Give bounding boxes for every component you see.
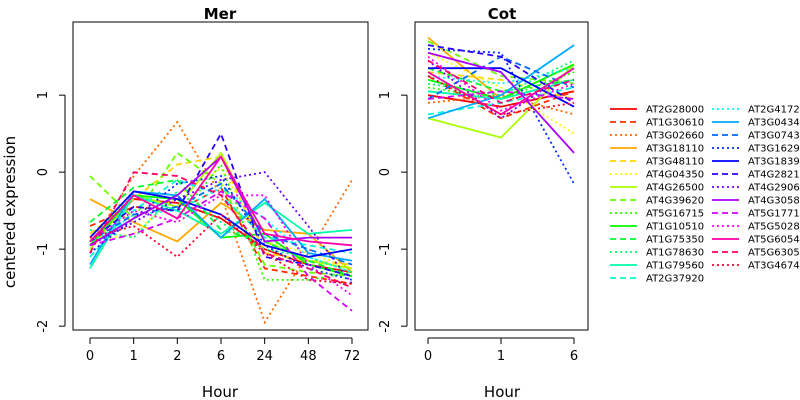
mer-series-line [89,171,353,289]
legend-entry-label: AT1G79560 [646,261,704,272]
legend-entry-label: AT3G1629 [748,144,800,155]
mer-series-lines [89,120,353,325]
mer-plot-frame [72,21,369,331]
legend: AT2G28000 AT1G30610 AT3G02660 AT3G18110 AT3G… [610,105,800,285]
mer-series-line [89,190,353,274]
mer-y-tick-label: -2 [36,320,51,333]
cot-panel-title: Cot [488,5,516,23]
mer-x-tick-label: 1 [130,349,138,364]
legend-entry-label: AT1G75350 [646,235,704,246]
cot-series-lines [427,36,575,185]
cot-series-line [427,55,575,112]
cot-series-line [428,67,575,108]
cot-series-line [427,44,575,120]
cot-axes: 0 1 6 -2 -1 0 1 [378,91,578,364]
cot-series-line [427,67,575,116]
cot-series-line [427,40,575,85]
cot-series-line [427,75,575,120]
mer-panel-title: Mer [204,5,237,23]
mer-x-tick-label: 0 [86,349,94,364]
legend-entry-label: AT3G48110 [646,157,704,168]
legend-entry-label: AT3G1839 [748,157,800,168]
legend-entry-label: AT2G28000 [646,105,704,116]
cot-series-line [427,63,575,139]
cot-y-tick-label: 0 [378,168,393,176]
cot-series-line [427,59,575,104]
legend-entry-label: AT1G10510 [646,222,704,233]
cot-series-line [427,51,575,154]
mer-x-tick-label: 2 [173,349,181,364]
mer-y-tick-label: 1 [36,91,51,99]
cot-x-axis-label: Hour [484,383,521,400]
cot-series-line [427,75,575,116]
cot-x-tick-label: 1 [497,349,505,364]
cot-x-tick-label: 0 [424,349,432,364]
legend-entry-label: AT4G26500 [646,183,704,194]
mer-x-tick-label: 24 [256,349,273,364]
cot-plot-frame [414,21,589,331]
cot-series-line [427,90,575,100]
mer-series-line [89,190,353,312]
mer-series-line [89,186,353,274]
mer-series-line [89,190,353,258]
legend-entry-label: AT3G0743 [748,131,800,142]
cot-y-tick-label: -1 [378,243,393,256]
cot-y-tick-label: 1 [378,91,393,99]
legend-entry-label: AT3G02660 [646,131,704,142]
cot-series-line [427,71,575,100]
mer-y-tick-label: 0 [36,168,51,176]
mer-series-line [89,131,353,277]
mer-series-line [89,213,353,285]
legend-entry-label: AT4G04350 [646,170,704,181]
legend-entry-label: AT1G78630 [646,248,704,259]
legend-entry-label: AT2G37920 [646,274,704,285]
mer-x-tick-label: 6 [217,349,225,364]
mer-series-line [89,155,353,247]
mer-series-line [89,155,353,266]
cot-series-line [427,78,575,100]
legend-entry-label: AT5G5028 [748,222,800,233]
legend-entry-label: AT4G2821 [748,170,800,181]
legend-entry-label: AT3G18110 [646,144,704,155]
mer-series-line [89,182,353,266]
panel-cot: Cot Hour 0 1 6 -2 -1 0 1 [378,5,589,400]
cot-series-line [427,51,575,135]
mer-series-line [89,171,353,285]
legend-entry-label: AT5G6054 [748,235,800,246]
mer-series-line [89,194,353,297]
cot-x-tick-label: 6 [570,349,578,364]
legend-entry-label: AT1G30610 [646,118,704,129]
mer-x-tick-label: 72 [344,349,361,364]
mer-series-line [89,178,353,277]
mer-axes: 0 1 2 6 24 48 72 -2 -1 0 1 [36,91,360,364]
mer-x-tick-label: 48 [300,349,317,364]
mer-series-line [89,194,353,269]
cot-series-line [427,59,575,120]
mer-x-axis-label: Hour [202,383,239,400]
legend-entry-label: AT5G1771 [748,209,800,220]
legend-entry-label: AT3G4674 [748,261,800,272]
legend-entry-label: AT3G0434 [748,118,800,129]
legend-entry-label: AT4G39620 [646,196,704,207]
legend-entry-label: AT2G4172 [748,105,800,116]
mer-y-tick-label: -1 [36,243,51,256]
cot-y-tick-label: -2 [378,320,393,333]
legend-entry-label: AT5G6305 [748,248,800,259]
y-axis-label: centered expression [1,136,19,288]
legend-entry-label: AT5G16715 [646,209,704,220]
legend-entry-label: AT4G2906 [748,183,800,194]
legend-entry-label: AT4G3058 [748,196,800,207]
panel-mer: Mer Hour centered expression 0 1 2 6 24 48 72 -… [1,5,369,400]
